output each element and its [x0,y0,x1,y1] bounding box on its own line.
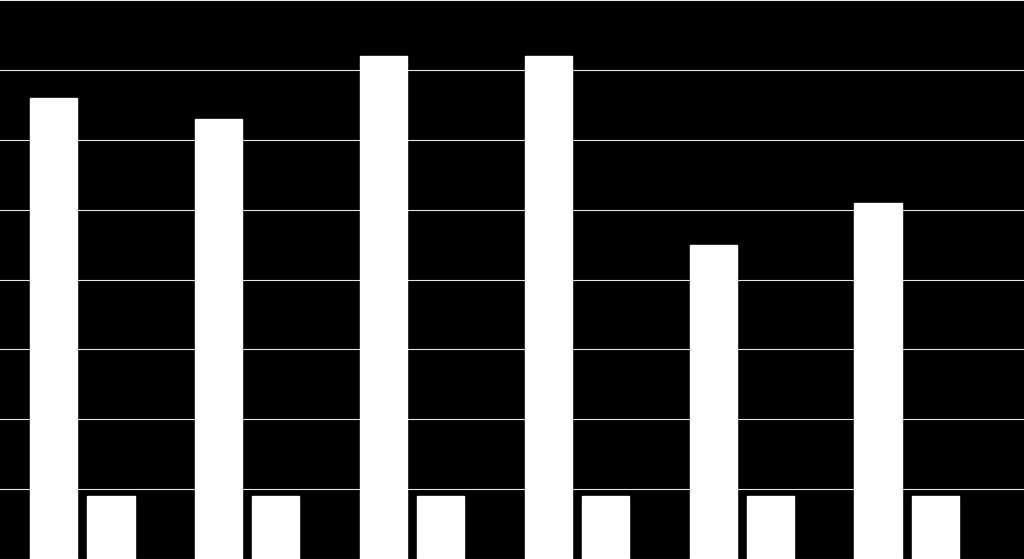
Bar [31,98,78,559]
Bar [87,496,134,559]
Bar [746,496,794,559]
Bar [582,496,629,559]
Bar [360,56,408,559]
Bar [196,119,243,559]
Bar [417,496,464,559]
Bar [689,244,736,559]
Bar [911,496,958,559]
Bar [524,56,571,559]
Bar [854,202,901,559]
Bar [252,496,299,559]
